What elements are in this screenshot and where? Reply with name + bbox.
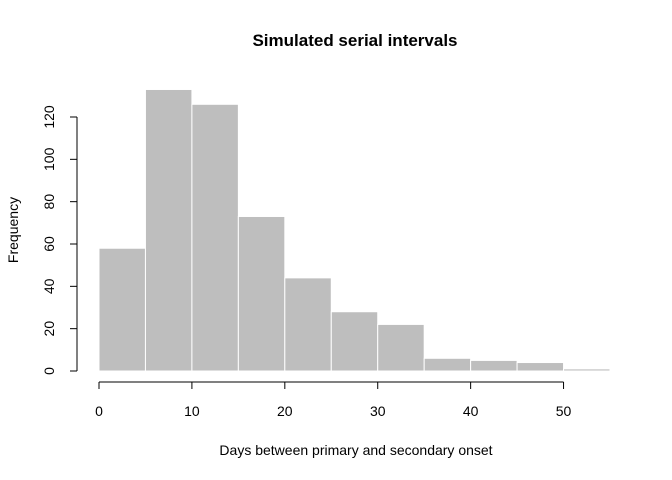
y-axis: 0 20 40 60 80 100 120: [41, 105, 78, 375]
histogram-bar: [563, 368, 611, 372]
histogram-bar: [98, 247, 146, 372]
y-tick-label: 60: [41, 236, 57, 252]
x-axis: 0 10 20 30 40 50: [95, 381, 572, 419]
histogram-bar: [423, 357, 472, 372]
histogram-bar: [330, 311, 379, 372]
bars-group: [98, 88, 611, 372]
histogram-bar: [284, 277, 332, 372]
y-tick-label: 120: [41, 105, 57, 129]
histogram-bar: [377, 323, 425, 372]
x-tick-label: 40: [463, 403, 479, 419]
histogram-bar: [237, 215, 286, 372]
y-tick-label: 80: [41, 194, 57, 210]
x-tick-label: 0: [95, 403, 103, 419]
histogram-bar: [516, 362, 565, 372]
x-tick-label: 50: [556, 403, 572, 419]
y-tick-label: 0: [41, 367, 57, 375]
x-tick-label: 10: [184, 403, 200, 419]
x-tick-label: 20: [277, 403, 293, 419]
histogram-bar: [144, 88, 193, 372]
y-tick-label: 100: [41, 147, 57, 171]
y-tick-label: 40: [41, 278, 57, 294]
x-axis-label: Days between primary and secondary onset: [219, 442, 492, 458]
x-tick-label: 30: [370, 403, 386, 419]
histogram-bar: [191, 103, 239, 372]
histogram-bar: [470, 359, 518, 372]
y-axis-label: Frequency: [5, 197, 21, 263]
y-tick-label: 20: [41, 321, 57, 337]
chart-title: Simulated serial intervals: [252, 31, 457, 50]
